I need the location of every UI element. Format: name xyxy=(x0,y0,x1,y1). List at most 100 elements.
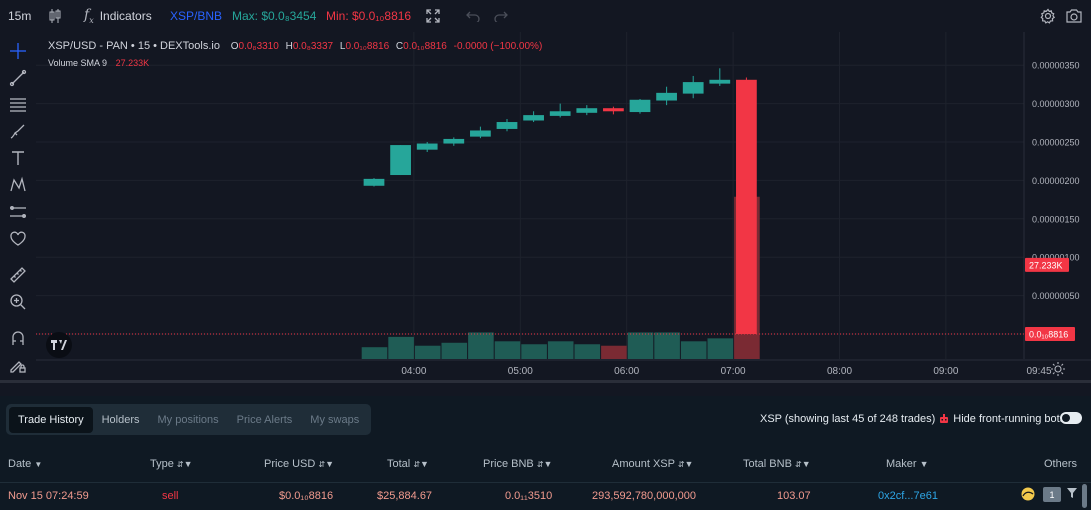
pair-compare-button[interactable]: XSP/BNB xyxy=(170,0,222,32)
heart-icon xyxy=(10,231,26,246)
volume-bar xyxy=(441,342,468,359)
col-total-bnb[interactable]: Total BNB ⇵▼ xyxy=(743,458,811,470)
col-amount-xsp[interactable]: Amount XSP ⇵▼ xyxy=(612,458,693,470)
max-price-label: Max: $0.0₈3454 xyxy=(232,0,316,32)
brush-tool[interactable] xyxy=(6,119,30,143)
hide-bots-toggle[interactable] xyxy=(1060,412,1082,424)
whale-emoji-icon xyxy=(1020,487,1036,504)
zoom-tool[interactable] xyxy=(6,290,30,314)
row-total-bnb: 103.07 xyxy=(777,490,811,502)
chart-toolbar: 15m fx Indicators XSP/BNB Max: $0.0₈3454… xyxy=(0,0,1091,32)
pane-splitter[interactable] xyxy=(0,380,1091,383)
candle-body xyxy=(443,138,465,144)
trades-info: XSP (showing last 45 of 248 trades) Hide… xyxy=(760,413,1065,425)
candle-body xyxy=(496,122,518,129)
indicators-button[interactable]: fx Indicators xyxy=(84,0,152,32)
chart-canvas[interactable]: 0.00000350 0.00000300 0.00000250 0.00000200… xyxy=(36,32,1091,380)
indicators-label: Indicators xyxy=(99,9,152,23)
chevron-down-icon: ▼ xyxy=(34,460,43,469)
col-price-usd-label: Price USD xyxy=(264,458,316,470)
text-tool[interactable] xyxy=(6,146,30,170)
col-maker[interactable]: Maker ▼ xyxy=(886,458,929,470)
legend-change: -0.0000 (−100.00%) xyxy=(453,41,543,52)
y-tick-label: 0.00000100 xyxy=(1032,253,1080,263)
zoom-in-icon xyxy=(10,294,26,310)
volume-bar xyxy=(601,345,627,359)
lock-drawings-tool[interactable] xyxy=(6,353,30,377)
trade-count-badge[interactable]: 1 xyxy=(1043,487,1061,502)
row-maker-link[interactable]: 0x2cf...7e61 xyxy=(878,490,938,502)
candle-body xyxy=(629,99,651,113)
col-date[interactable]: Date ▼ xyxy=(8,458,42,470)
fib-tool[interactable] xyxy=(6,92,30,116)
table-row[interactable]: Nov 15 07:24:59 sell $0.0₁₀8816 $25,884.… xyxy=(0,482,1091,506)
x-tick-label: 06:00 xyxy=(614,366,639,377)
filter-icon: ▼ xyxy=(684,459,694,469)
gear-icon xyxy=(1040,8,1056,24)
filter-icon: ▼ xyxy=(420,459,429,469)
col-total-label: Total xyxy=(387,458,411,470)
filter-icon: ▼ xyxy=(543,459,553,469)
price-tag: 0.0₁₀8816 xyxy=(1029,330,1068,340)
tab-price-alerts[interactable]: Price Alerts xyxy=(236,413,293,426)
redo-icon xyxy=(494,11,508,22)
sort-icon: ⇵ xyxy=(677,460,685,469)
y-tick-label: 0.00000050 xyxy=(1032,291,1080,301)
prediction-tool[interactable] xyxy=(6,200,30,224)
row-date: Nov 15 07:24:59 xyxy=(8,490,89,502)
magnet-tool[interactable] xyxy=(6,326,30,350)
hide-bots-label: Hide front-running bots xyxy=(953,413,1066,425)
crosshair-tool[interactable] xyxy=(6,39,30,63)
interval-button[interactable]: 15m xyxy=(8,0,31,32)
horizontal-lines-icon xyxy=(10,98,26,112)
tab-holders[interactable]: Holders xyxy=(101,413,140,426)
volume-bar xyxy=(547,341,574,359)
col-total[interactable]: Total ⇵▼ xyxy=(387,458,429,470)
col-total-bnb-label: Total BNB xyxy=(743,458,792,470)
col-type-label: Type xyxy=(150,458,174,470)
y-tick-label: 0.00000250 xyxy=(1032,138,1080,148)
col-price-usd[interactable]: Price USD ⇵▼ xyxy=(264,458,334,470)
pattern-icon xyxy=(10,176,26,192)
col-price-bnb-label: Price BNB xyxy=(483,458,534,470)
volume-bar xyxy=(627,332,654,359)
candles-icon xyxy=(49,9,61,23)
candle-body xyxy=(549,111,571,116)
row-price-bnb: 0.0₁₁3510 xyxy=(505,490,553,502)
tradingview-logo[interactable] xyxy=(46,332,72,358)
tab-trade-history[interactable]: Trade History xyxy=(9,406,93,433)
legend-high-value: 0.0₈3337 xyxy=(292,41,334,52)
crosshair-icon xyxy=(10,43,26,59)
trend-line-tool[interactable] xyxy=(6,66,30,90)
settings-button[interactable] xyxy=(1038,6,1058,26)
redo-button[interactable] xyxy=(494,0,508,32)
pattern-tool[interactable] xyxy=(6,173,30,197)
row-type: sell xyxy=(162,490,179,502)
function-icon: fx xyxy=(84,7,94,25)
shapes-tool[interactable] xyxy=(6,227,30,251)
brush-icon xyxy=(10,124,25,139)
candle-body xyxy=(709,79,731,84)
filter-icon: ▼ xyxy=(919,459,929,469)
filter-maker-button[interactable] xyxy=(1067,488,1077,501)
col-maker-label: Maker xyxy=(886,458,917,470)
measure-tool[interactable] xyxy=(6,263,30,287)
table-scrollbar[interactable] xyxy=(1082,484,1087,508)
tab-my-swaps[interactable]: My swaps xyxy=(310,413,360,426)
fullscreen-button[interactable] xyxy=(426,0,440,32)
screenshot-button[interactable] xyxy=(1064,6,1084,26)
filter-icon: ▼ xyxy=(325,459,335,469)
price-tag-bg xyxy=(1025,327,1075,341)
candle-style-button[interactable] xyxy=(48,0,62,32)
row-price-usd: $0.0₁₀8816 xyxy=(279,490,334,502)
axis-settings-button[interactable] xyxy=(1051,362,1065,376)
col-type[interactable]: Type ⇵▼ xyxy=(150,458,193,470)
volume-bar xyxy=(468,332,494,359)
candle-body xyxy=(390,145,411,176)
tab-my-positions[interactable]: My positions xyxy=(157,413,219,426)
price-chart[interactable]: 0.00000350 0.00000300 0.00000250 0.00000200… xyxy=(36,32,1091,380)
ruler-icon xyxy=(10,267,26,283)
col-price-bnb[interactable]: Price BNB ⇵▼ xyxy=(483,458,552,470)
undo-button[interactable] xyxy=(466,0,480,32)
volume-tag-bg xyxy=(1025,257,1069,272)
